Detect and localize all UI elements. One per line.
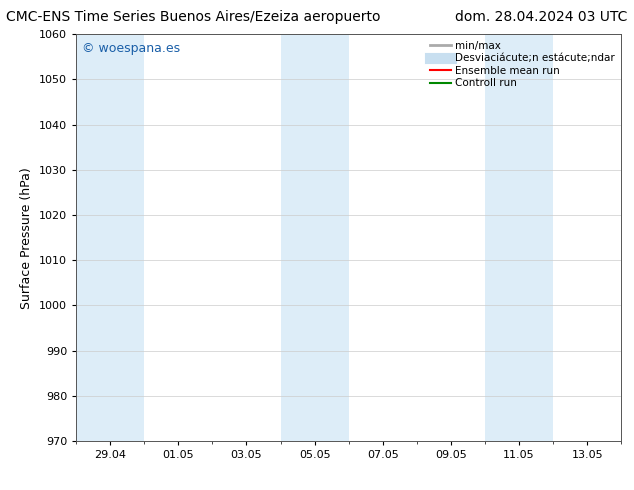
Bar xyxy=(280,34,349,441)
Y-axis label: Surface Pressure (hPa): Surface Pressure (hPa) xyxy=(20,167,34,309)
Text: CMC-ENS Time Series Buenos Aires/Ezeiza aeropuerto: CMC-ENS Time Series Buenos Aires/Ezeiza … xyxy=(6,10,381,24)
Text: dom. 28.04.2024 03 UTC: dom. 28.04.2024 03 UTC xyxy=(455,10,628,24)
Bar xyxy=(76,34,144,441)
Text: © woespana.es: © woespana.es xyxy=(82,43,179,55)
Legend: min/max, Desviaciácute;n estácute;ndar, Ensemble mean run, Controll run: min/max, Desviaciácute;n estácute;ndar, … xyxy=(426,36,619,93)
Bar xyxy=(485,34,553,441)
